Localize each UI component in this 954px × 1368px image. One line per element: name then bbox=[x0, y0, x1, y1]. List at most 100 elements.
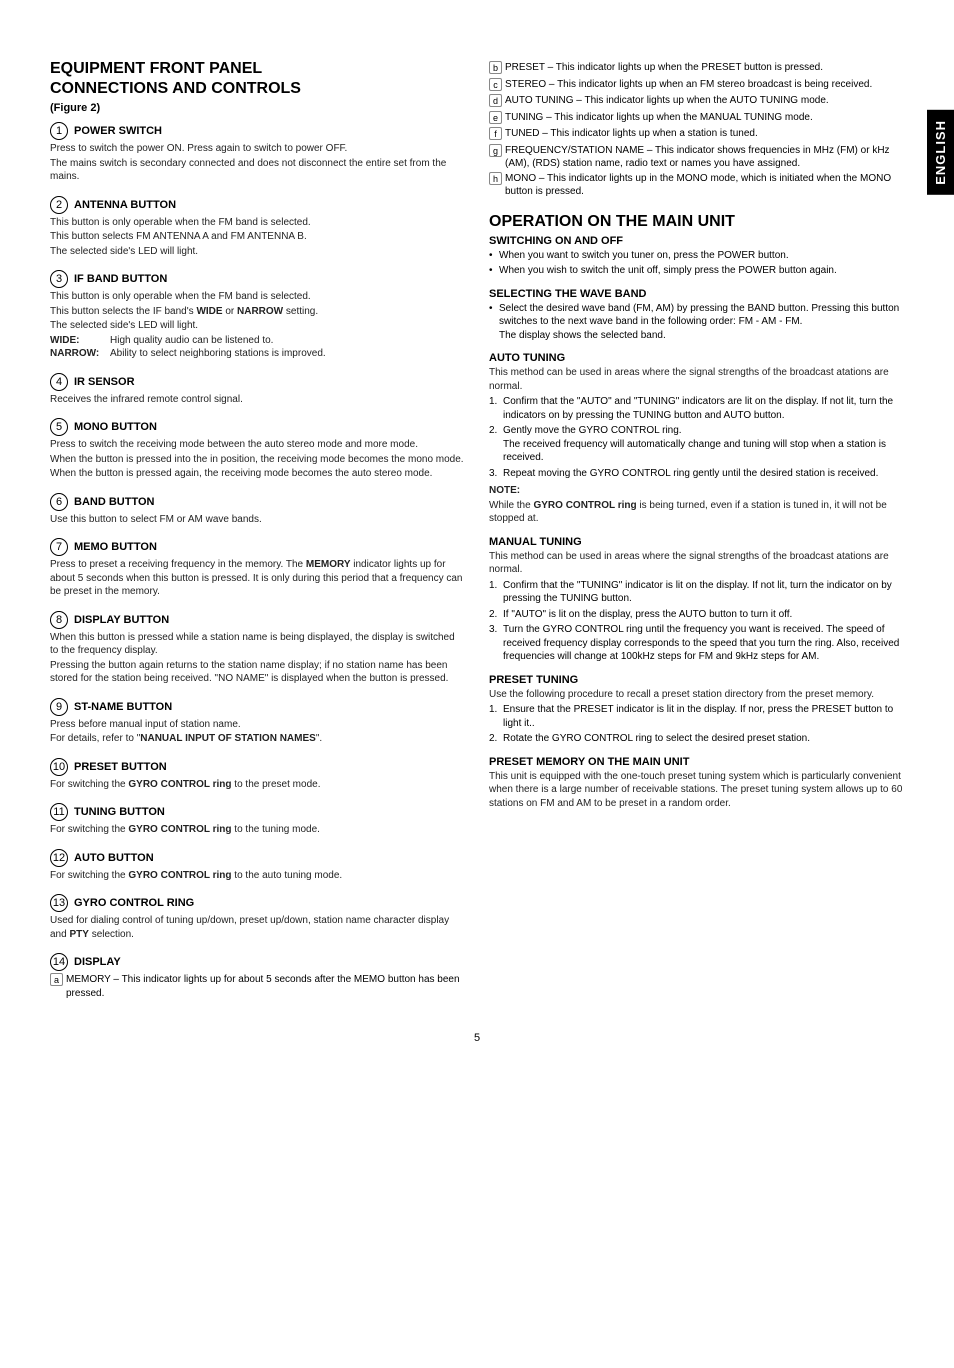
section-title: TUNING BUTTON bbox=[74, 806, 165, 818]
body-text: Used for dialing control of tuning up/do… bbox=[50, 914, 465, 941]
list-item: 2.Gently move the GYRO CONTROL ring.The … bbox=[489, 424, 904, 465]
display-item-d: dAUTO TUNING – This indicator lights up … bbox=[489, 94, 904, 110]
body-text: Pressing the button again returns to the… bbox=[50, 659, 465, 686]
circled-num: 14 bbox=[50, 953, 68, 971]
main-title-line1: EQUIPMENT FRONT PANEL bbox=[50, 60, 465, 78]
list-item: 3.Turn the GYRO CONTROL ring until the f… bbox=[489, 623, 904, 664]
body-text: This button selects FM ANTENNA A and FM … bbox=[50, 230, 465, 244]
body-text: Receives the infrared remote control sig… bbox=[50, 393, 465, 407]
body-text: This button is only operable when the FM… bbox=[50, 216, 465, 230]
circled-num: 10 bbox=[50, 758, 68, 776]
body-text: When the button is pressed into the in p… bbox=[50, 453, 465, 467]
section-memo-button: 7 MEMO BUTTON Press to preset a receiving… bbox=[50, 538, 465, 599]
body-text: Use the following procedure to recall a … bbox=[489, 688, 904, 702]
body-text: For switching the GYRO CONTROL ring to t… bbox=[50, 869, 465, 883]
list-item: Select the desired wave band (FM, AM) by… bbox=[489, 302, 904, 343]
body-text: Press to switch the receiving mode betwe… bbox=[50, 438, 465, 452]
body-text: This button selects the IF band's WIDE o… bbox=[50, 305, 465, 319]
section-title: MONO BUTTON bbox=[74, 421, 157, 433]
list-item: 2.Rotate the GYRO CONTROL ring to select… bbox=[489, 732, 904, 746]
list-item: When you want to switch you tuner on, pr… bbox=[489, 249, 904, 263]
body-text: For switching the GYRO CONTROL ring to t… bbox=[50, 823, 465, 837]
list-item: 1.Confirm that the "TUNING" indicator is… bbox=[489, 579, 904, 606]
body-text: For details, refer to "NANUAL INPUT OF S… bbox=[50, 732, 465, 746]
list-item: 1.Ensure that the PRESET indicator is li… bbox=[489, 703, 904, 730]
section-title: AUTO BUTTON bbox=[74, 852, 154, 864]
def-wide: WIDE:High quality audio can be listened … bbox=[50, 334, 465, 348]
language-tab: ENGLISH bbox=[927, 110, 954, 195]
display-item-f: fTUNED – This indicator lights up when a… bbox=[489, 127, 904, 143]
manual-tuning-title: MANUAL TUNING bbox=[489, 536, 904, 548]
body-text: Use this button to select FM or AM wave … bbox=[50, 513, 465, 527]
display-item-a: aMEMORY – This indicator lights up for a… bbox=[50, 973, 465, 1000]
circled-num: 6 bbox=[50, 493, 68, 511]
body-text: This button is only operable when the FM… bbox=[50, 290, 465, 304]
preset-tuning-title: PRESET TUNING bbox=[489, 674, 904, 686]
display-item-b: bPRESET – This indicator lights up when … bbox=[489, 61, 904, 77]
section-title: PRESET BUTTON bbox=[74, 761, 167, 773]
preset-memory-title: PRESET MEMORY ON THE MAIN UNIT bbox=[489, 756, 904, 768]
section-stname-button: 9 ST-NAME BUTTON Press before manual inpu… bbox=[50, 698, 465, 746]
section-title: MEMO BUTTON bbox=[74, 541, 157, 553]
display-item-g: gFREQUENCY/STATION NAME – This indicator… bbox=[489, 144, 904, 171]
display-item-e: eTUNING – This indicator lights up when … bbox=[489, 111, 904, 127]
circled-num: 11 bbox=[50, 803, 68, 821]
body-text: For switching the GYRO CONTROL ring to t… bbox=[50, 778, 465, 792]
circled-num: 7 bbox=[50, 538, 68, 556]
wave-title: SELECTING THE WAVE BAND bbox=[489, 288, 904, 300]
list-item: 3.Repeat moving the GYRO CONTROL ring ge… bbox=[489, 467, 904, 481]
section-display-button: 8 DISPLAY BUTTON When this button is pres… bbox=[50, 611, 465, 686]
section-antenna-button: 2 ANTENNA BUTTON This button is only oper… bbox=[50, 196, 465, 259]
body-text: This method can be used in areas where t… bbox=[489, 366, 904, 393]
section-title: ST-NAME BUTTON bbox=[74, 701, 172, 713]
switching-title: SWITCHING ON AND OFF bbox=[489, 235, 904, 247]
figure-ref: (Figure 2) bbox=[50, 102, 465, 114]
body-text: Press to preset a receiving frequency in… bbox=[50, 558, 465, 599]
display-item-c: cSTEREO – This indicator lights up when … bbox=[489, 78, 904, 94]
list-item: When you wish to switch the unit off, si… bbox=[489, 264, 904, 278]
circled-num: 9 bbox=[50, 698, 68, 716]
body-text: Press to switch the power ON. Press agai… bbox=[50, 142, 465, 156]
circled-num: 8 bbox=[50, 611, 68, 629]
page-columns: EQUIPMENT FRONT PANEL CONNECTIONS AND CO… bbox=[50, 60, 904, 1012]
section-mono-button: 5 MONO BUTTON Press to switch the receivi… bbox=[50, 418, 465, 481]
display-item-h: hMONO – This indicator lights up in the … bbox=[489, 172, 904, 199]
body-text: This unit is equipped with the one-touch… bbox=[489, 770, 904, 811]
body-text: While the GYRO CONTROL ring is being tur… bbox=[489, 499, 904, 526]
circled-num: 5 bbox=[50, 418, 68, 436]
section-ir-sensor: 4 IR SENSOR Receives the infrared remote … bbox=[50, 373, 465, 407]
operation-title: OPERATION ON THE MAIN UNIT bbox=[489, 213, 904, 231]
section-title: ANTENNA BUTTON bbox=[74, 199, 176, 211]
circled-num: 13 bbox=[50, 894, 68, 912]
body-text: When this button is pressed while a stat… bbox=[50, 631, 465, 658]
def-narrow: NARROW:Ability to select neighboring sta… bbox=[50, 347, 465, 361]
body-text: The selected side's LED will light. bbox=[50, 319, 465, 333]
circled-num: 2 bbox=[50, 196, 68, 214]
section-tuning-button: 11 TUNING BUTTON For switching the GYRO C… bbox=[50, 803, 465, 837]
circled-num: 3 bbox=[50, 270, 68, 288]
section-title: DISPLAY bbox=[74, 956, 121, 968]
body-text: This method can be used in areas where t… bbox=[489, 550, 904, 577]
auto-tuning-title: AUTO TUNING bbox=[489, 352, 904, 364]
body-text: Press before manual input of station nam… bbox=[50, 718, 465, 732]
section-if-band-button: 3 IF BAND BUTTON This button is only oper… bbox=[50, 270, 465, 361]
body-text: The mains switch is secondary connected … bbox=[50, 157, 465, 184]
body-text: The selected side's LED will light. bbox=[50, 245, 465, 259]
body-text: When the button is pressed again, the re… bbox=[50, 467, 465, 481]
circled-num: 4 bbox=[50, 373, 68, 391]
section-preset-button: 10 PRESET BUTTON For switching the GYRO C… bbox=[50, 758, 465, 792]
section-title: IR SENSOR bbox=[74, 376, 135, 388]
section-title: DISPLAY BUTTON bbox=[74, 614, 169, 626]
main-title-line2: CONNECTIONS AND CONTROLS bbox=[50, 80, 465, 98]
section-title: BAND BUTTON bbox=[74, 496, 154, 508]
section-gyro-control-ring: 13GYRO CONTROL RING Used for dialing con… bbox=[50, 894, 465, 941]
section-display: 14 DISPLAY aMEMORY – This indicator light… bbox=[50, 953, 465, 1000]
left-column: EQUIPMENT FRONT PANEL CONNECTIONS AND CO… bbox=[50, 60, 465, 1012]
note-heading: NOTE: bbox=[489, 484, 904, 498]
list-item: 1.Confirm that the "AUTO" and "TUNING" i… bbox=[489, 395, 904, 422]
section-title: IF BAND BUTTON bbox=[74, 273, 167, 285]
section-title: POWER SWITCH bbox=[74, 125, 162, 137]
section-auto-button: 12AUTO BUTTON For switching the GYRO CON… bbox=[50, 849, 465, 883]
right-column: bPRESET – This indicator lights up when … bbox=[489, 60, 904, 1012]
list-item: 2.If "AUTO" is lit on the display, press… bbox=[489, 608, 904, 622]
